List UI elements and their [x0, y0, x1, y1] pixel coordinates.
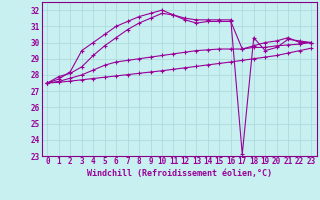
X-axis label: Windchill (Refroidissement éolien,°C): Windchill (Refroidissement éolien,°C): [87, 169, 272, 178]
